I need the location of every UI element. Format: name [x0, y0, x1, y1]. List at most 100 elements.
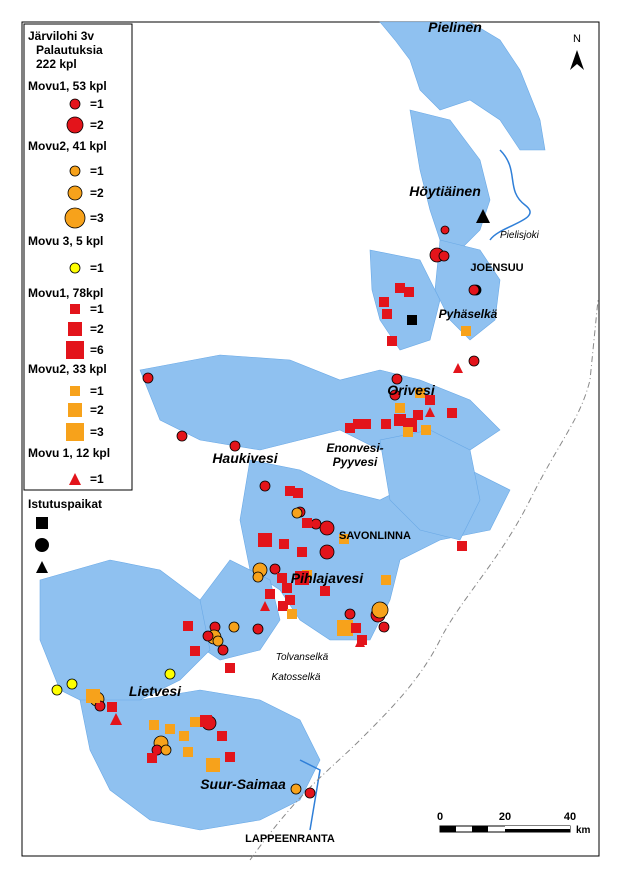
- marker-circle: [269, 563, 281, 575]
- marker-circle: [319, 544, 335, 560]
- marker-triangle: [476, 209, 490, 223]
- marker-square: [295, 571, 309, 585]
- marker-circle: [66, 678, 78, 690]
- marker-square: [107, 702, 117, 712]
- marker-square: [351, 623, 361, 633]
- marker-square: [297, 547, 307, 557]
- stocking-triangle: [36, 561, 48, 573]
- marker-square: [183, 621, 193, 631]
- marker-square: [279, 539, 289, 549]
- marker-circle: [291, 507, 303, 519]
- marker-square: [258, 533, 272, 547]
- place-label: Pyyvesi: [333, 455, 378, 469]
- marker-square: [413, 410, 423, 420]
- marker-circle: [319, 520, 335, 536]
- scale-label: 0: [437, 811, 443, 823]
- marker-circle: [69, 98, 81, 110]
- legend-heading: Movu2, 41 kpl: [28, 139, 107, 153]
- stocking-title: Istutuspaikat: [28, 497, 102, 511]
- place-label: Pielinen: [428, 19, 482, 35]
- marker-square: [265, 589, 275, 599]
- place-label: SAVONLINNA: [339, 530, 411, 542]
- place-label: Haukivesi: [212, 450, 278, 466]
- legend-heading: Movu1, 53 kpl: [28, 79, 107, 93]
- marker-circle: [142, 372, 154, 384]
- marker-circle: [344, 608, 356, 620]
- legend-item-label: =1: [90, 261, 104, 275]
- marker-square: [68, 322, 82, 336]
- scale-bar: 0 20 40 km: [437, 811, 591, 836]
- marker-circle: [176, 430, 188, 442]
- marker-circle: [259, 480, 271, 492]
- border-line: [249, 299, 599, 861]
- marker-square: [200, 715, 212, 727]
- marker-square: [287, 609, 297, 619]
- marker-square: [353, 419, 363, 429]
- marker-circle: [229, 440, 241, 452]
- marker-square: [395, 283, 405, 293]
- legend-heading: Movu 1, 12 kpl: [28, 446, 110, 460]
- marker-square: [217, 731, 227, 741]
- scale-label: 40: [564, 811, 576, 823]
- place-label: Enonvesi-: [326, 441, 383, 455]
- place-labels: Pielinen Höytiäinen Pielisjoki JOENSUU Pyhäs…: [129, 19, 540, 845]
- place-label: Orivesi: [387, 382, 436, 398]
- marker-square: [190, 646, 200, 656]
- marker-circle: [217, 644, 229, 656]
- marker-square: [387, 336, 397, 346]
- marker-triangle: [453, 363, 463, 373]
- marker-square: [225, 663, 235, 673]
- marker-circle: [468, 284, 480, 296]
- north-label: N: [573, 33, 581, 45]
- legend-item-label: =1: [90, 302, 104, 316]
- marker-square: [403, 427, 413, 437]
- legend-heading: Movu1, 78kpl: [28, 286, 103, 300]
- marker-square: [381, 419, 391, 429]
- place-label: Suur-Saimaa: [200, 776, 286, 792]
- marker-square: [278, 601, 288, 611]
- marker-circle: [389, 389, 401, 401]
- legend-item-label: =1: [90, 97, 104, 111]
- legend-item-label: =2: [90, 322, 104, 336]
- marker-triangle: [69, 473, 81, 485]
- marker-circle: [310, 518, 322, 530]
- place-label: Tolvanselkä: [276, 652, 329, 663]
- marker-square: [395, 403, 405, 413]
- marker-square: [339, 534, 349, 544]
- marker-circle: [69, 262, 81, 274]
- marker-square: [190, 717, 200, 727]
- marker-square: [86, 689, 100, 703]
- marker-circle: [66, 116, 84, 134]
- marker-square: [345, 423, 355, 433]
- stocking-square: [36, 517, 48, 529]
- marker-circle: [202, 630, 214, 642]
- marker-square: [379, 297, 389, 307]
- marker-square: [421, 425, 431, 435]
- marker-triangle: [110, 713, 122, 725]
- marker-circle: [160, 744, 172, 756]
- marker-square: [457, 541, 467, 551]
- marker-square: [66, 423, 84, 441]
- place-label: Höytiäinen: [409, 183, 481, 199]
- place-label: LAPPEENRANTA: [245, 833, 335, 845]
- marker-square: [337, 620, 353, 636]
- north-arrow: N: [570, 33, 584, 70]
- scale-label: 20: [499, 811, 511, 823]
- marker-square: [66, 341, 84, 359]
- legend-item-label: =2: [90, 118, 104, 132]
- marker-square: [357, 635, 367, 645]
- legend-title: 222 kpl: [36, 57, 77, 71]
- marker-circle: [468, 355, 480, 367]
- marker-circle: [51, 684, 63, 696]
- marker-square: [206, 758, 220, 772]
- marker-circle: [164, 668, 176, 680]
- marker-square: [285, 486, 295, 496]
- marker-square: [381, 575, 391, 585]
- marker-circle: [67, 185, 83, 201]
- marker-square: [302, 518, 312, 528]
- marker-circle: [371, 601, 389, 619]
- legend-box: [23, 23, 133, 491]
- marker-circle: [440, 225, 450, 235]
- marker-square: [425, 395, 435, 405]
